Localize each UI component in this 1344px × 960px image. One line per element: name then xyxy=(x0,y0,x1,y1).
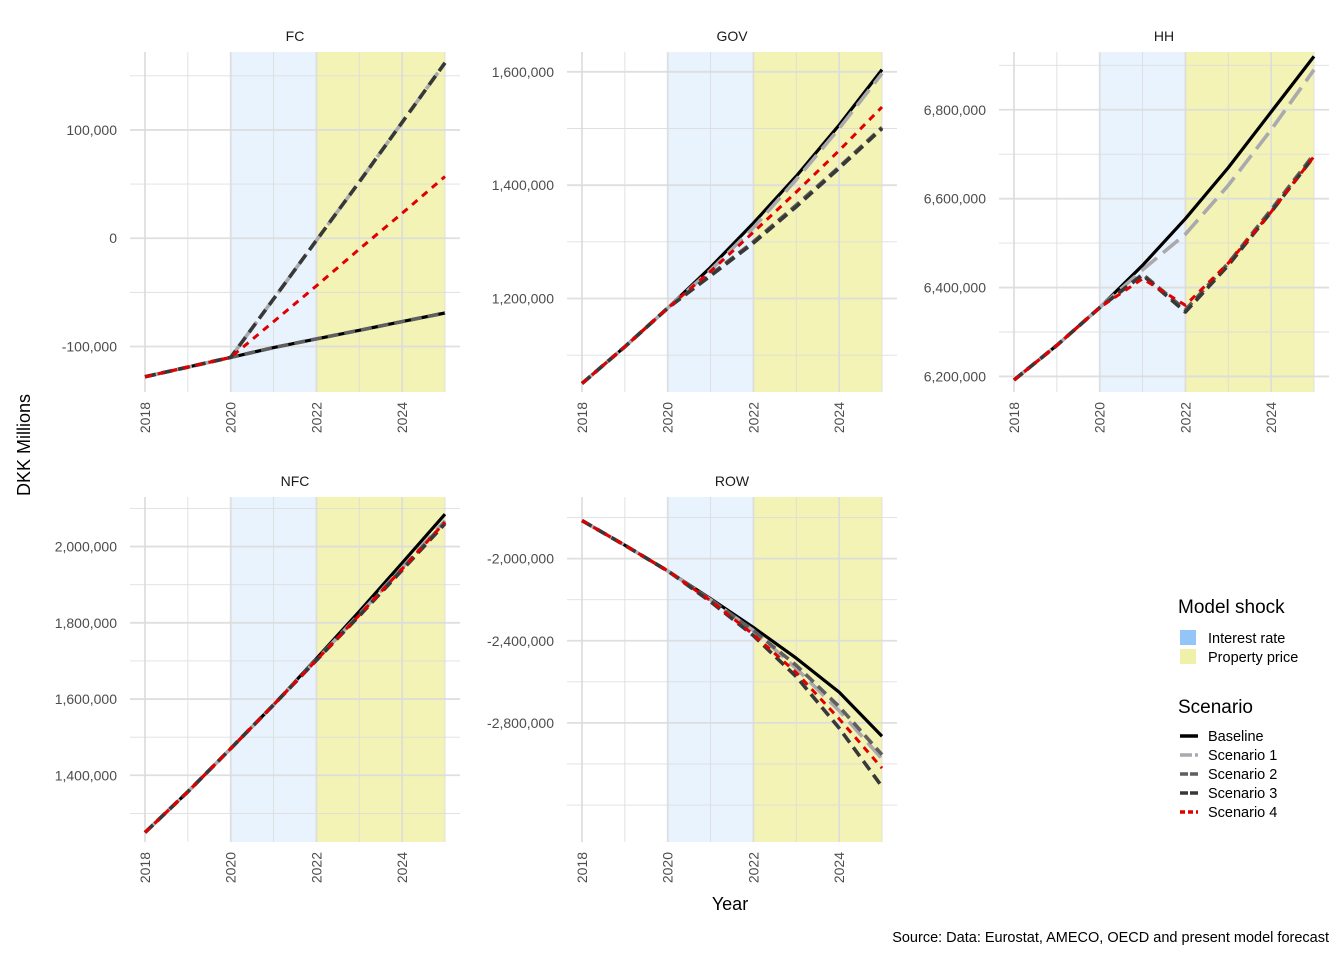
legend-label-scenario-1: Scenario 1 xyxy=(1208,748,1277,764)
y-tick-label: -2,800,000 xyxy=(487,715,554,731)
y-tick-label: 2,000,000 xyxy=(55,539,117,555)
x-axis-title: Year xyxy=(712,894,748,914)
x-tick-label: 2018 xyxy=(1006,402,1022,433)
y-tick-label: 1,600,000 xyxy=(492,64,554,80)
y-tick-label: -2,000,000 xyxy=(487,551,554,567)
panel-row: ROW -2,800,000 -2,400,000 -2,000,000 2018 202… xyxy=(487,473,897,883)
x-tick-label: 2022 xyxy=(745,852,761,883)
y-tick-label: 100,000 xyxy=(66,122,117,138)
panel-title: ROW xyxy=(715,473,750,489)
legend-label-scenario-4: Scenario 4 xyxy=(1208,805,1277,821)
y-tick-label: 1,400,000 xyxy=(55,767,117,783)
x-tick-label: 2022 xyxy=(308,852,324,883)
legend-label-scenario-2: Scenario 2 xyxy=(1208,767,1277,783)
y-tick-label: 6,400,000 xyxy=(924,280,986,296)
x-tick-label: 2024 xyxy=(831,852,847,883)
legend-key-interest-rate xyxy=(1180,630,1196,645)
series-line-scenario-4 xyxy=(581,105,884,385)
x-tick-label: 2024 xyxy=(1263,402,1279,433)
x-tick-label: 2018 xyxy=(137,402,153,433)
x-tick-label: 2024 xyxy=(394,402,410,433)
y-tick-label: 6,200,000 xyxy=(924,368,986,384)
x-tick-label: 2022 xyxy=(308,402,324,433)
legend-label-baseline: Baseline xyxy=(1208,729,1264,745)
x-tick-label: 2024 xyxy=(394,852,410,883)
legend-label-scenario-3: Scenario 3 xyxy=(1208,786,1277,802)
gridlines xyxy=(130,497,460,842)
series-line-scenario-3 xyxy=(144,61,447,379)
panel-title: GOV xyxy=(716,28,748,44)
legend-label-property-price: Property price xyxy=(1208,650,1298,666)
y-tick-label: 0 xyxy=(109,230,117,246)
legend-label-interest-rate: Interest rate xyxy=(1208,631,1285,647)
x-tick-label: 2024 xyxy=(831,402,847,433)
panel-title: FC xyxy=(286,28,305,44)
y-tick-label: 6,600,000 xyxy=(924,191,986,207)
chart-caption: Source: Data: Eurostat, AMECO, OECD and … xyxy=(892,930,1329,946)
legend-title-shock: Model shock xyxy=(1178,597,1285,618)
gridlines xyxy=(130,52,460,392)
shock-band-property-price xyxy=(753,52,882,392)
x-tick-label: 2022 xyxy=(745,402,761,433)
legend-key-property-price xyxy=(1180,649,1196,664)
panel-fc: FC -100,000 0 100,000 2018 2020 2022 2024 xyxy=(62,28,460,433)
x-tick-label: 2020 xyxy=(660,402,676,433)
series-line-scenario-4 xyxy=(581,519,884,770)
y-tick-label: -100,000 xyxy=(62,339,117,355)
y-tick-label: 1,400,000 xyxy=(492,177,554,193)
panel-nfc: NFC 1,400,000 1,600,000 1,800,000 2,000,000 2… xyxy=(55,473,460,883)
y-tick-label: 1,800,000 xyxy=(55,615,117,631)
shock-band-property-price xyxy=(753,497,882,842)
panel-title: HH xyxy=(1154,28,1174,44)
shock-band-property-price xyxy=(316,497,445,842)
series-line-scenario-4 xyxy=(143,521,447,834)
series-line-scenario-3 xyxy=(580,127,884,385)
legend: Model shock Scenario Interest rate Proper… xyxy=(1178,597,1298,821)
x-tick-label: 2018 xyxy=(574,402,590,433)
x-tick-label: 2020 xyxy=(660,852,676,883)
y-tick-label: 1,200,000 xyxy=(492,291,554,307)
y-tick-label: 6,800,000 xyxy=(924,102,986,118)
x-tick-label: 2018 xyxy=(137,852,153,883)
shock-band-property-price xyxy=(316,52,445,392)
shock-band-property-price xyxy=(1185,52,1314,392)
x-tick-label: 2022 xyxy=(1177,402,1193,433)
panel-title: NFC xyxy=(281,473,310,489)
x-tick-label: 2018 xyxy=(574,852,590,883)
series-line-scenario-4 xyxy=(144,175,446,379)
y-tick-label: -2,400,000 xyxy=(487,633,554,649)
x-tick-label: 2020 xyxy=(223,402,239,433)
y-axis-title: DKK Millions xyxy=(14,394,34,496)
panel-hh: HH 6,200,000 6,400,000 6,600,000 6,800,000 20… xyxy=(924,28,1329,433)
panel-gov: GOV 1,200,000 1,400,000 1,600,000 2018 2020 20… xyxy=(492,28,897,433)
x-tick-label: 2020 xyxy=(1092,402,1108,433)
legend-title-scenario: Scenario xyxy=(1178,697,1253,718)
series-line-scenario-1 xyxy=(1012,68,1316,382)
y-tick-label: 1,600,000 xyxy=(55,691,117,707)
series-line-scenario-4 xyxy=(1013,155,1316,382)
x-tick-label: 2020 xyxy=(223,852,239,883)
